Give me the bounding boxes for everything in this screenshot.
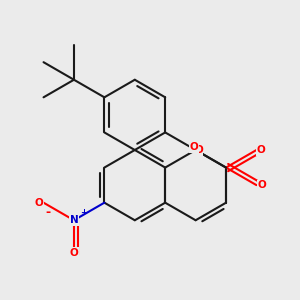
Text: O: O bbox=[35, 198, 44, 208]
Text: O: O bbox=[190, 142, 198, 152]
Text: O: O bbox=[257, 180, 266, 190]
Text: O: O bbox=[194, 145, 203, 155]
Text: O: O bbox=[70, 248, 78, 258]
Text: N: N bbox=[70, 215, 78, 225]
Text: O: O bbox=[256, 145, 265, 155]
Text: +: + bbox=[80, 208, 87, 217]
Text: -: - bbox=[45, 206, 50, 219]
